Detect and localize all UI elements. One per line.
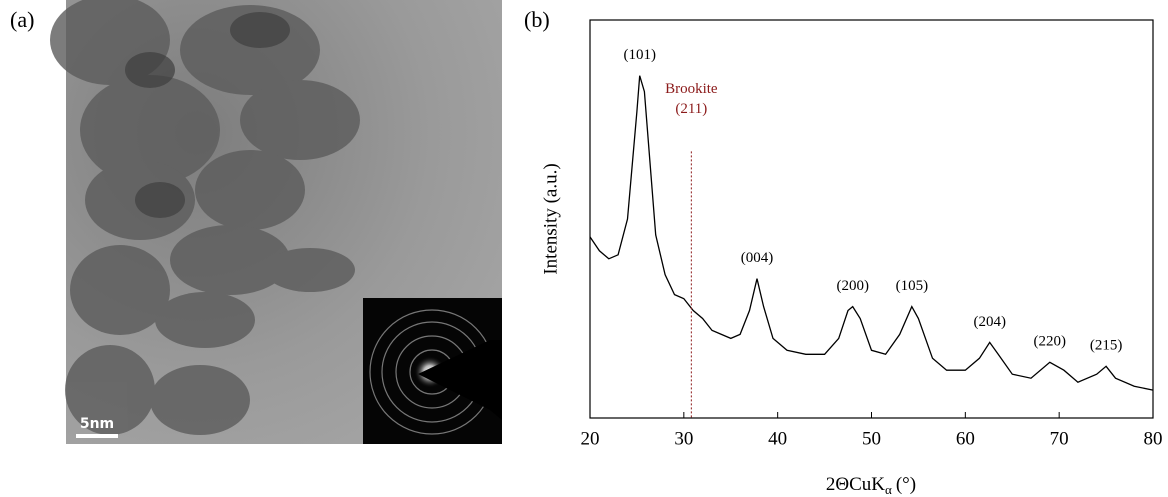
- x-tick-label: 80: [1144, 428, 1163, 449]
- x-axis-label-main: 2ΘCuK: [826, 474, 885, 495]
- x-tick-label: 20: [581, 428, 600, 449]
- x-tick-label: 30: [674, 428, 693, 449]
- peak-label: (004): [741, 250, 774, 266]
- tem-image: 5nm: [50, 0, 502, 444]
- peak-label: (204): [973, 314, 1006, 330]
- x-tick-label: 70: [1050, 428, 1069, 449]
- plot-frame: [589, 19, 1154, 419]
- data-line: [589, 75, 1154, 391]
- peak-label: (105): [896, 278, 929, 294]
- reference-label: Brookite: [665, 81, 718, 97]
- x-axis-label: 2ΘCuKα (°): [826, 474, 916, 497]
- x-axis-label-sub: α: [885, 482, 892, 497]
- panel-label: (a): [10, 7, 34, 32]
- peak-label: (220): [1034, 334, 1067, 350]
- x-tick-label: 50: [862, 428, 881, 449]
- panel-label: (b): [524, 7, 550, 32]
- reference-label: (211): [675, 101, 707, 117]
- peak-label: (200): [836, 278, 869, 294]
- y-axis-label: Intensity (a.u.): [540, 163, 561, 274]
- peak-label: (101): [623, 47, 656, 63]
- x-tick-label: 60: [956, 428, 975, 449]
- x-tick-label: 40: [768, 428, 787, 449]
- x-axis-label-unit: (°): [896, 474, 916, 495]
- peak-label: (215): [1090, 338, 1123, 354]
- scale-bar-label: 5nm: [80, 416, 114, 432]
